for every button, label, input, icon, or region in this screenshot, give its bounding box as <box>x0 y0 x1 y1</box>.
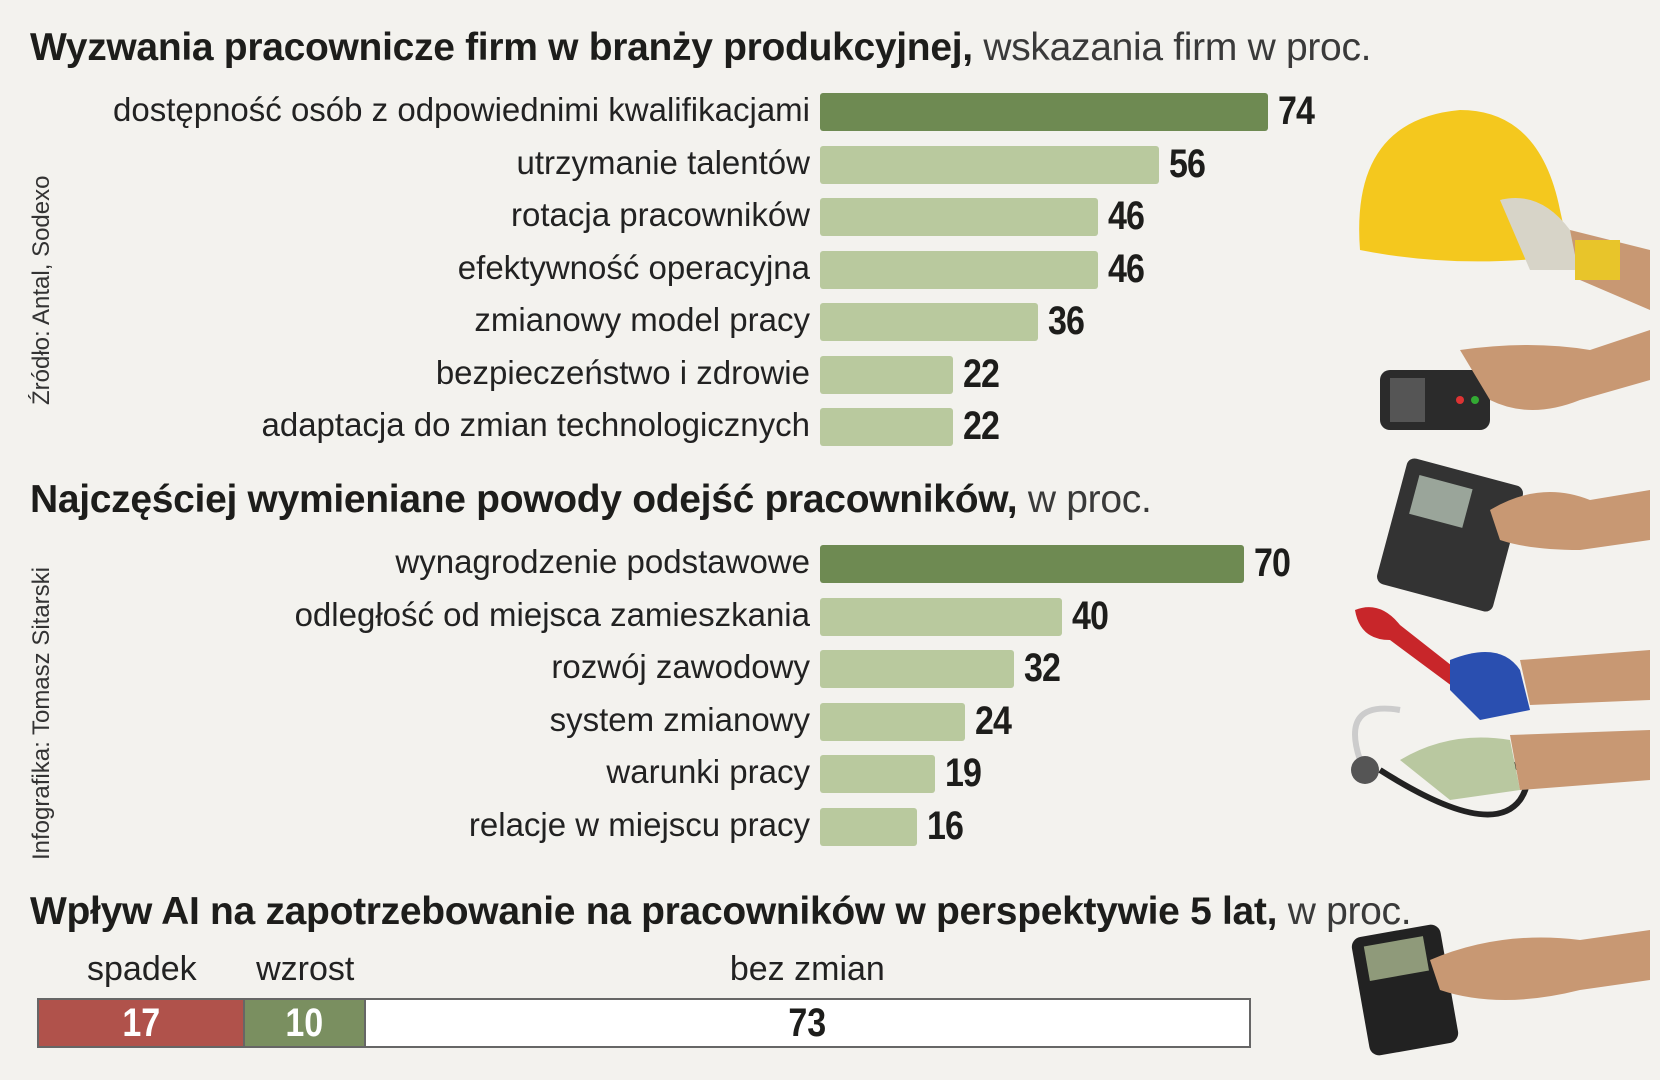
chart-2-title: Najczęściej wymieniane powody odejść pra… <box>30 478 1152 522</box>
bar <box>820 303 1038 341</box>
source-note: Źródło: Antal, Sodexo <box>28 175 55 405</box>
chart-1-title-main: Wyzwania pracownicze firm w branży produ… <box>30 26 973 69</box>
bar <box>820 355 953 394</box>
bar-value-label: 74 <box>1278 89 1315 133</box>
bar-label: efektywność operacyjna <box>457 248 810 286</box>
segment-value-label: 10 <box>285 1000 324 1045</box>
bar-value-label: 56 <box>1169 141 1206 186</box>
bar <box>820 545 1244 583</box>
bar <box>820 650 1014 688</box>
bar-value-label: 19 <box>945 751 982 795</box>
chart-3-title: Wpływ AI na zapotrzebowanie na pracownik… <box>30 890 1412 934</box>
stacked-segment: 73 <box>365 1000 1249 1046</box>
segment-value-label: 73 <box>788 1000 827 1045</box>
bar-label: warunki pracy <box>606 753 810 790</box>
segment-value-label: 17 <box>121 1000 160 1045</box>
bar <box>820 807 917 846</box>
calculator-icon <box>1377 458 1650 612</box>
bar-value-label: 16 <box>927 803 964 848</box>
segment-category-label: bez zmian <box>729 950 885 988</box>
stacked-segment: 10 <box>244 1000 366 1046</box>
bar-label: bezpieczeństwo i zdrowie <box>435 353 810 391</box>
bar-label: wynagrodzenie podstawowe <box>395 543 810 580</box>
bar-label: adaptacja do zmian technologicznych <box>261 406 810 443</box>
stethoscope-icon <box>1351 705 1650 818</box>
segment-category-label: spadek <box>87 950 197 988</box>
bar <box>820 145 1159 184</box>
bar-value-label: 22 <box>963 404 1000 448</box>
chart-1-title: Wyzwania pracownicze firm w branży produ… <box>30 26 1371 70</box>
bar-value-label: 24 <box>975 698 1012 743</box>
pipe-wrench-icon <box>1355 607 1650 720</box>
chart-3-subtitle: w proc. <box>1287 890 1412 933</box>
tools-illustration <box>1351 110 1650 1056</box>
chart-1-subtitle: wskazania firm w proc. <box>983 26 1372 69</box>
bar <box>820 755 935 793</box>
bar-value-label: 36 <box>1048 299 1085 343</box>
bar-value-label: 32 <box>1024 646 1061 690</box>
bar-value-label: 70 <box>1254 541 1291 585</box>
bar-value-label: 40 <box>1072 593 1109 638</box>
bar-label: rozwój zawodowy <box>551 648 810 685</box>
bar-label: utrzymanie talentów <box>516 143 810 181</box>
bar-label: zmianowy model pracy <box>474 301 810 338</box>
credit-note: Infografika: Tomasz Sitarski <box>28 566 55 860</box>
chart-3-title-main: Wpływ AI na zapotrzebowanie na pracownik… <box>30 890 1278 933</box>
bar-label: relacje w miejscu pracy <box>468 805 810 843</box>
chart-2-title-main: Najczęściej wymieniane powody odejść pra… <box>30 478 1018 521</box>
stacked-segment: 17 <box>39 1000 245 1046</box>
bar <box>820 408 953 446</box>
bar-label: system zmianowy <box>549 700 810 738</box>
bar <box>820 702 965 741</box>
handheld-terminal-icon <box>1380 330 1650 430</box>
multimeter-icon <box>1351 924 1650 1056</box>
bar-label: dostępność osób z odpowiednimi kwalifika… <box>112 91 810 128</box>
bar-value-label: 46 <box>1108 246 1145 291</box>
chart-2-subtitle: w proc. <box>1027 478 1152 521</box>
bar <box>820 250 1098 289</box>
bar-value-label: 46 <box>1108 194 1145 238</box>
segment-category-label: wzrost <box>256 950 355 988</box>
bar <box>820 198 1098 236</box>
bar-value-label: 22 <box>963 351 1000 396</box>
bar-label: rotacja pracowników <box>511 196 810 233</box>
chart-3-stacked-bar: 17 10 73 <box>37 998 1251 1048</box>
bar <box>820 93 1268 131</box>
bar-label: odległość od miejsca zamieszkania <box>294 595 810 633</box>
bar <box>820 597 1062 636</box>
hard-hat-icon <box>1359 110 1650 310</box>
